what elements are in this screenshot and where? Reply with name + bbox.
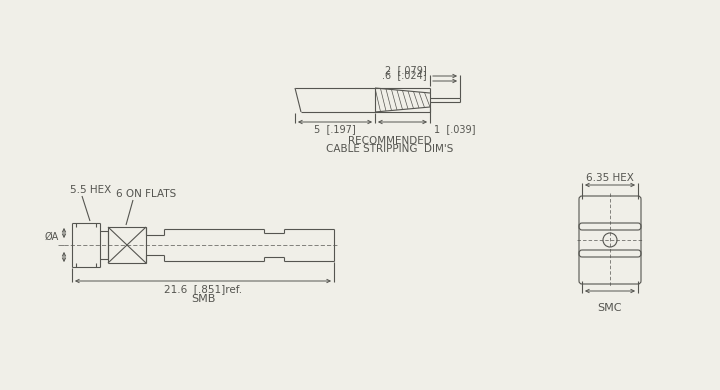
Text: 6.35 HEX: 6.35 HEX xyxy=(586,173,634,183)
Text: .6  [.024]: .6 [.024] xyxy=(382,70,427,80)
Text: 1  [.039]: 1 [.039] xyxy=(434,124,475,134)
Text: SMC: SMC xyxy=(598,303,622,313)
Text: SMB: SMB xyxy=(191,294,215,304)
Text: 2  [.079]: 2 [.079] xyxy=(385,65,427,75)
Text: 5.5 HEX: 5.5 HEX xyxy=(70,185,112,195)
Text: ØA: ØA xyxy=(45,232,59,242)
Text: 6 ON FLATS: 6 ON FLATS xyxy=(116,189,176,199)
Text: CABLE STRIPPING  DIM'S: CABLE STRIPPING DIM'S xyxy=(326,144,454,154)
Text: RECOMMENDED: RECOMMENDED xyxy=(348,136,432,146)
Text: 21.6  [.851]ref.: 21.6 [.851]ref. xyxy=(164,284,242,294)
Text: 5  [.197]: 5 [.197] xyxy=(314,124,356,134)
